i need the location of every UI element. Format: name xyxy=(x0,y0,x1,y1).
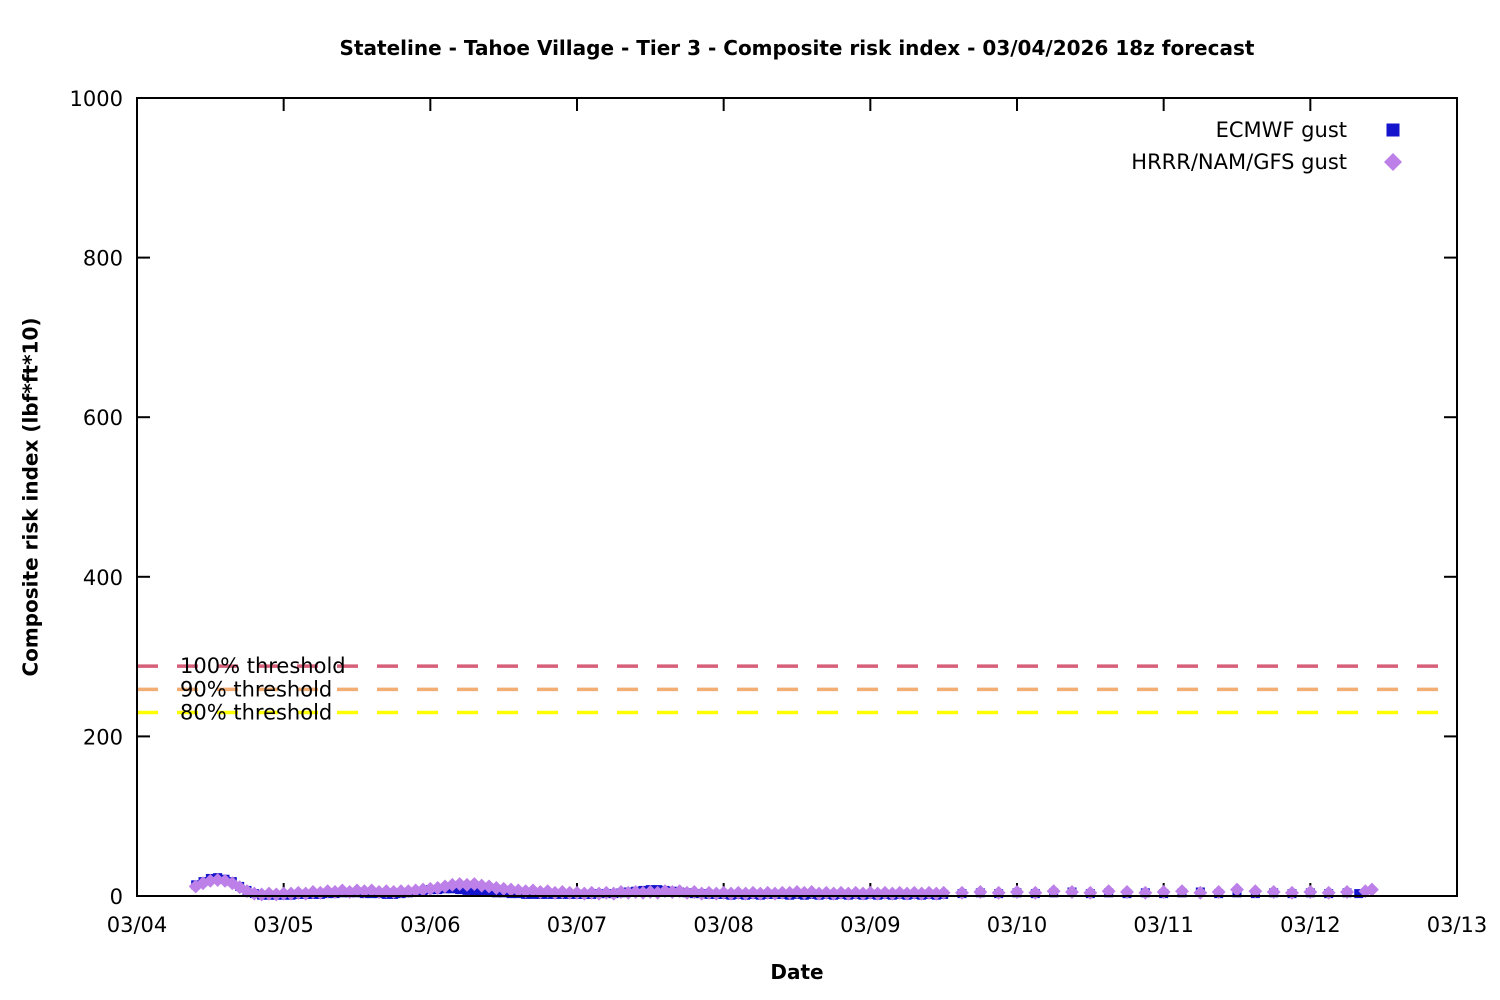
plot-border xyxy=(136,97,1458,897)
x-tick-label: 03/09 xyxy=(840,913,901,937)
y-tick-label: 1000 xyxy=(70,87,123,111)
x-tick-label: 03/06 xyxy=(400,913,461,937)
x-tick-label: 03/05 xyxy=(253,913,314,937)
threshold-label-80-threshold: 80% threshold xyxy=(180,700,332,724)
x-tick-label: 03/07 xyxy=(547,913,608,937)
x-axis-label: Date xyxy=(770,960,824,984)
y-tick-label: 400 xyxy=(83,566,123,590)
threshold-label-90-threshold: 90% threshold xyxy=(180,677,332,701)
y-tick-label: 800 xyxy=(83,247,123,271)
y-tick-label: 600 xyxy=(83,406,123,430)
chart-title: Stateline - Tahoe Village - Tier 3 - Com… xyxy=(339,36,1255,60)
x-tick-label: 03/12 xyxy=(1280,913,1341,937)
legend-label-ecmwf-gust: ECMWF gust xyxy=(1216,118,1347,142)
legend-label-hrrr-nam-gfs-gust: HRRR/NAM/GFS gust xyxy=(1131,150,1347,174)
x-tick-label: 03/13 xyxy=(1427,913,1488,937)
legend: ECMWF gust HRRR/NAM/GFS gust xyxy=(1131,118,1402,174)
x-tick-label: 03/08 xyxy=(693,913,754,937)
x-tick-label: 03/04 xyxy=(107,913,168,937)
legend-marker-diamond-icon xyxy=(1384,153,1402,171)
axes: 03/04 03/05 03/06 03/07 03/08 03/09 03/10 03/11… xyxy=(70,87,1488,937)
legend-marker-square-icon xyxy=(1386,123,1400,137)
y-tick-label: 200 xyxy=(83,725,123,749)
x-tick-label: 03/11 xyxy=(1133,913,1194,937)
y-tick-label: 0 xyxy=(110,885,123,909)
x-tick-label: 03/10 xyxy=(987,913,1048,937)
threshold-label-100-threshold: 100% threshold xyxy=(180,654,346,678)
